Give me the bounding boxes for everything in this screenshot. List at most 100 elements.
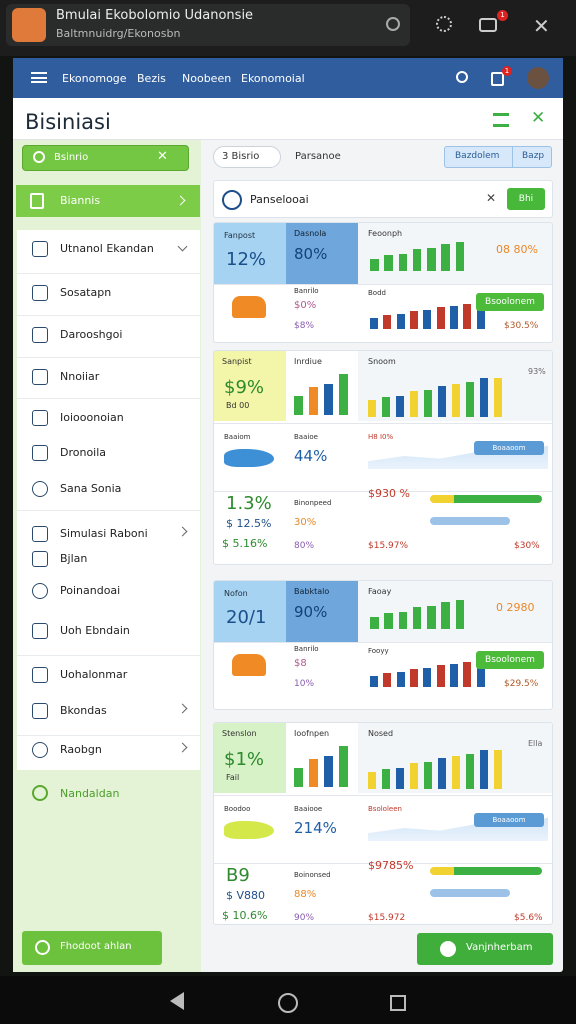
chevron — [177, 241, 188, 252]
menu-item[interactable]: Sosatapn — [60, 286, 112, 299]
app-icon — [12, 8, 46, 42]
menu-item[interactable]: Simulasi Raboni — [60, 527, 148, 540]
menu-item[interactable]: Bkondas — [60, 704, 107, 717]
divider — [214, 284, 552, 285]
chart-bar — [452, 755, 461, 789]
item-icon — [32, 481, 48, 497]
toggle-option[interactable]: Bazp — [522, 151, 545, 161]
card-text: $ 10.6% — [222, 909, 268, 922]
chart-bar — [294, 768, 303, 787]
chevron — [177, 742, 188, 753]
panel-button[interactable]: Bhi — [507, 188, 545, 210]
avatar[interactable] — [527, 67, 549, 89]
menu-item[interactable]: Uoh Ebndain — [60, 624, 130, 637]
chart-bar — [396, 395, 405, 417]
menu-item[interactable]: Poinandoai — [60, 584, 121, 597]
chart-bar — [494, 378, 503, 417]
menu-item[interactable]: Sana Sonia — [60, 482, 122, 495]
home-button[interactable] — [278, 993, 298, 1013]
back-button[interactable] — [170, 992, 184, 1010]
map — [224, 449, 274, 467]
search-text: Bsinrio — [54, 152, 89, 163]
badge: 1 — [497, 10, 508, 21]
active-item[interactable] — [16, 185, 200, 217]
footer-item[interactable]: Nandaldan — [60, 787, 120, 800]
refresh-icon[interactable] — [386, 17, 400, 31]
nav-item[interactable]: Bezis — [137, 72, 166, 85]
tile-value: 20/1 — [226, 607, 267, 628]
card-button[interactable]: Bsoolonem — [476, 293, 544, 311]
close-icon[interactable]: ✕ — [531, 108, 546, 128]
clear-icon[interactable]: ✕ — [157, 149, 168, 164]
recents-button[interactable] — [390, 995, 406, 1011]
chart-bar — [410, 763, 419, 789]
nav-item[interactable]: Ekonomoial — [241, 72, 305, 85]
divider — [214, 795, 552, 796]
chart-bar — [476, 300, 485, 329]
separator — [17, 510, 200, 511]
menu-item[interactable]: Nnoiiar — [60, 370, 100, 383]
chart-bar — [438, 758, 447, 789]
card-text: Baaioe — [294, 433, 318, 441]
tile-label: Babktalo — [294, 587, 330, 596]
tile-value: 12% — [226, 249, 267, 270]
settings-icon[interactable] — [436, 16, 452, 32]
menu-item[interactable]: Utnanol Ekandan — [60, 242, 154, 255]
card-text: $30% — [514, 541, 540, 551]
search-box[interactable] — [22, 145, 189, 171]
chart-bar — [441, 244, 450, 271]
cast-icon[interactable] — [479, 18, 497, 32]
divider — [214, 491, 552, 492]
chart-bar — [370, 675, 378, 687]
card: Nofon 20/1 Babktalo 90% Faoay 0 2980 Banrilo $8… — [213, 580, 553, 710]
chart-icon[interactable] — [493, 113, 509, 127]
progress — [430, 867, 542, 875]
card-button[interactable]: Bsoolonem — [476, 651, 544, 669]
tile-value: $9% — [224, 377, 265, 398]
card: Sanpist $9% Bd 00 Inrdiue Snoom 93% Baaiom Baai… — [213, 350, 553, 565]
inbox-icon[interactable] — [491, 72, 504, 86]
search-icon[interactable] — [456, 71, 468, 83]
card-text: Boodoo — [224, 805, 251, 813]
button-icon — [35, 940, 50, 955]
panel-header — [213, 180, 553, 218]
card-text: Binonpeed — [294, 499, 332, 507]
card-text: Banrilo — [294, 645, 319, 653]
tab[interactable] — [213, 146, 281, 168]
chart-bar — [480, 377, 489, 417]
menu-icon[interactable] — [31, 72, 47, 83]
panel-icon — [222, 190, 242, 210]
menu-item[interactable]: Raobgn — [60, 743, 102, 756]
menu-item[interactable]: Darooshgoi — [60, 328, 123, 341]
card-text: $8% — [294, 321, 315, 331]
menu-list: Utnanol Ekandan Sosatapn Darooshgoi Nnoiiar… — [17, 230, 200, 770]
chart-bar — [466, 753, 475, 789]
progress — [430, 889, 510, 897]
card-text: 90% — [294, 913, 315, 923]
menu-item[interactable]: Ioiooonoian — [60, 411, 124, 424]
toggle-option[interactable]: Bazdolem — [455, 151, 500, 161]
nav-item[interactable]: Noobeen — [182, 72, 232, 85]
page-title: Bisiniasi — [25, 110, 111, 134]
close-icon[interactable]: ✕ — [533, 14, 550, 38]
card-text: 30% — [294, 517, 317, 528]
title-bar — [13, 98, 563, 140]
tile — [214, 223, 286, 284]
menu-item[interactable]: Uohalonmar — [60, 668, 128, 681]
divider — [214, 423, 552, 424]
menu-item[interactable]: Dronoila — [60, 446, 107, 459]
separator — [17, 735, 200, 736]
chart-value: 93% — [528, 367, 546, 376]
menu-item[interactable]: Bjlan — [60, 552, 88, 565]
map — [224, 821, 274, 839]
tile-value: 80% — [294, 245, 328, 263]
chart-bar — [438, 386, 447, 417]
app-chip[interactable] — [6, 4, 410, 46]
card-text: $15.97% — [368, 541, 409, 551]
close-icon[interactable]: ✕ — [486, 191, 497, 205]
tab-label[interactable]: Parsanoe — [295, 151, 341, 162]
bottom-button[interactable] — [417, 933, 553, 965]
nav-item[interactable]: Ekonomoge — [62, 72, 127, 85]
chart-bar — [424, 390, 433, 417]
